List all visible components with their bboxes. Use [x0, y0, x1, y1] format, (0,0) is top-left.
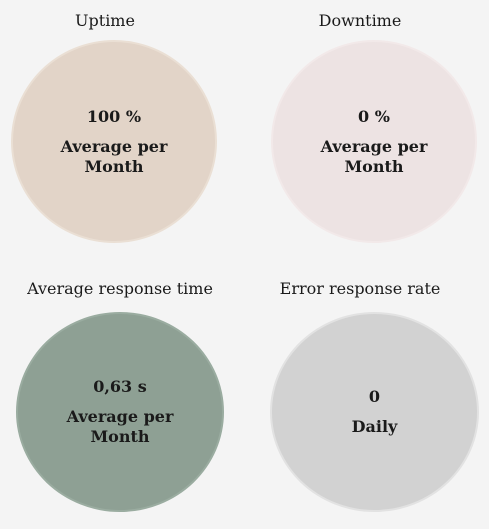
- downtime-period: Average per Month: [320, 136, 428, 176]
- error-rate-period: Daily: [351, 417, 398, 436]
- uptime-circle: 100 % Average per Month: [11, 40, 217, 243]
- response-time-title: Average response time: [27, 279, 213, 298]
- downtime-circle: 0 % Average per Month: [271, 40, 477, 243]
- error-rate-value: 0: [368, 387, 381, 406]
- response-time-value: 0,63 s: [93, 377, 147, 396]
- error-rate-circle: 0 Daily: [270, 312, 479, 512]
- downtime-value: 0 %: [358, 106, 390, 126]
- response-time-period: Average per Month: [66, 407, 174, 446]
- uptime-value: 100 %: [86, 106, 142, 126]
- uptime-title: Uptime: [75, 11, 135, 30]
- error-rate-title: Error response rate: [279, 279, 441, 298]
- uptime-period: Average per Month: [60, 136, 168, 176]
- downtime-title: Downtime: [318, 11, 402, 30]
- response-time-circle: 0,63 s Average per Month: [16, 312, 224, 512]
